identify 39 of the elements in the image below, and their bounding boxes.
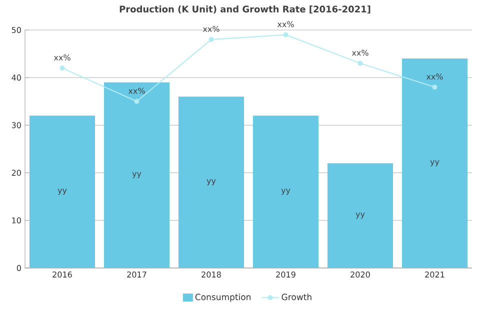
data-label: xx% (128, 88, 145, 94)
y-tick-label: 20 (12, 170, 21, 176)
point (60, 66, 65, 71)
point (358, 60, 363, 66)
data-label: xx% (277, 21, 294, 28)
bar (327, 163, 394, 268)
data-label: yy (206, 179, 216, 186)
y-tick-label: 40 (12, 74, 21, 81)
data-label: xx% (54, 54, 70, 61)
point (283, 32, 288, 38)
data-label: yy (356, 212, 365, 219)
data-label: yy (132, 172, 142, 178)
data-label: xx% (426, 74, 443, 80)
data-label: xx% (352, 50, 368, 56)
x-tick-label: 2016 (52, 272, 72, 278)
legend-label: Consumption (195, 294, 251, 302)
x-tick-label: 2021 (425, 272, 444, 278)
x-tick-label: 2017 (127, 272, 146, 278)
bar (29, 116, 96, 268)
data-label: yy (430, 160, 440, 166)
x-tick-label: 2020 (350, 272, 370, 278)
data-label: yy (281, 188, 290, 195)
x-tick-label: 2018 (202, 272, 221, 278)
y-tick-label: 50 (12, 26, 21, 34)
bar (252, 116, 319, 268)
data-label: yy (58, 188, 67, 195)
data-label: xx% (202, 26, 220, 32)
y-tick-label: 10 (12, 217, 21, 224)
point (134, 98, 140, 104)
x-tick-label: 2019 (276, 272, 296, 278)
chart-title: Production (K Unit) and Growth Rate [2016-2021] (120, 6, 370, 14)
point (208, 37, 214, 42)
y-tick-label: 0 (16, 264, 21, 272)
legend-label: Growth (282, 294, 312, 300)
point (432, 84, 438, 90)
y-tick-label: 30 (12, 122, 21, 128)
bar (104, 82, 170, 268)
bar (178, 96, 244, 268)
bar (402, 58, 468, 268)
